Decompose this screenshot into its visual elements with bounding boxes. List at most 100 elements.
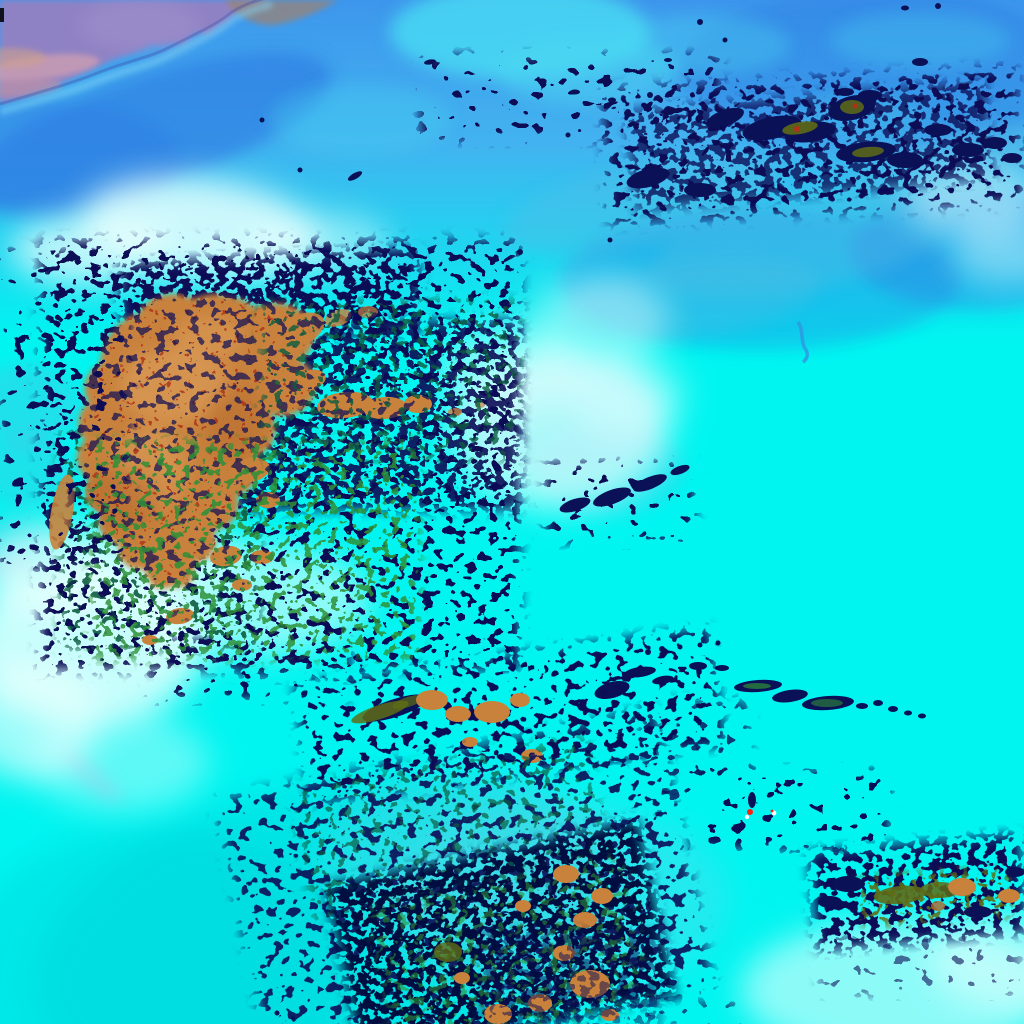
orange-patch <box>454 972 470 984</box>
white-patch <box>30 712 210 812</box>
band-navy-blobs <box>818 867 1024 918</box>
speck <box>570 89 580 95</box>
navy-dash <box>904 710 912 716</box>
speck <box>722 37 728 43</box>
speck <box>274 1010 280 1016</box>
orange-patch <box>553 865 579 883</box>
navy-dash <box>856 703 868 709</box>
corner-black-tick <box>0 8 4 22</box>
mauve-wedge <box>0 0 268 104</box>
navy-dash <box>633 474 667 492</box>
navy-blob <box>952 143 984 157</box>
grey-tan-wedge <box>225 0 338 26</box>
salmon-streak <box>0 48 46 68</box>
red-dot-pair <box>744 792 777 820</box>
olive-cores <box>782 100 884 158</box>
navy-dash <box>559 497 591 513</box>
orange-patch <box>573 912 597 928</box>
speck <box>625 109 631 115</box>
scatter-rect <box>0 250 130 570</box>
speck <box>517 249 523 255</box>
red-speck <box>852 103 858 109</box>
orange-patch <box>474 701 510 723</box>
single-specks <box>259 3 941 1020</box>
navy-blob <box>836 88 854 96</box>
orange-patch <box>515 900 531 912</box>
boundary-dark-edge <box>0 0 264 106</box>
speck <box>259 117 265 123</box>
navy-blob <box>858 90 882 100</box>
red-dot <box>747 809 753 815</box>
navy-dash <box>593 487 631 507</box>
bottom-edge-specks <box>560 1000 740 1024</box>
speckle-band-southeast <box>808 832 1024 995</box>
green-tint-dash <box>743 683 771 689</box>
speck <box>901 5 909 11</box>
speck <box>347 171 363 181</box>
speck <box>565 132 571 138</box>
speck <box>647 92 653 98</box>
speck <box>607 237 613 243</box>
speckle-chain-center-south <box>545 462 926 719</box>
navy-blob <box>818 896 842 908</box>
navy-dash-above-dot <box>748 792 756 808</box>
orange-patch <box>445 706 471 722</box>
orange-core <box>931 901 945 911</box>
red-speck <box>770 809 774 813</box>
speckle-field-south <box>214 626 750 1024</box>
green-tint-dash <box>811 699 843 707</box>
orange-core <box>948 878 976 896</box>
white-patch <box>565 355 685 435</box>
speck <box>697 19 703 25</box>
olive-core <box>840 100 864 114</box>
scatter-rect <box>420 55 720 140</box>
olive-clump <box>434 942 462 962</box>
scatter-rect <box>240 630 360 680</box>
navy-blob <box>912 58 928 66</box>
teal-speckle-spray <box>260 300 520 460</box>
speck <box>935 3 941 9</box>
orange-patch <box>510 693 530 707</box>
pink-streak <box>0 53 100 83</box>
blue-squiggle <box>796 320 809 364</box>
orange-patch <box>416 690 448 710</box>
speck <box>424 59 436 65</box>
navy-blob <box>964 906 992 918</box>
navy-blob <box>684 183 716 197</box>
green-speckle-fringe <box>90 440 420 660</box>
orange-terrain-west <box>40 240 520 670</box>
orange-core <box>998 889 1020 903</box>
navy-dot <box>715 640 721 646</box>
olive-core <box>782 121 818 135</box>
navy-dash <box>670 464 690 476</box>
olive-streak <box>392 695 424 709</box>
speck <box>608 97 616 103</box>
speck <box>664 58 672 62</box>
speck <box>291 1016 295 1020</box>
olive-core <box>852 146 884 158</box>
orange-patch <box>462 737 478 747</box>
navy-blob <box>1002 153 1022 163</box>
field-spill <box>640 700 750 810</box>
white-patch <box>530 275 670 365</box>
pink-streak <box>0 78 62 98</box>
olive-core <box>874 885 926 905</box>
light-cyan-blob <box>270 85 450 155</box>
navy-blob <box>626 167 670 189</box>
navy-blob <box>1005 867 1024 877</box>
red-speck <box>794 126 800 132</box>
white-dot <box>744 814 750 820</box>
navy-blob <box>924 124 952 136</box>
navy-dash <box>715 665 729 671</box>
light-cyan-blob <box>830 12 1010 68</box>
navy-blob <box>887 152 923 168</box>
white-patch <box>953 225 1024 285</box>
terrain-mauve-corner <box>0 0 338 116</box>
boundary-glow <box>0 0 273 116</box>
band-sparse-below <box>820 935 1020 995</box>
navy-blob <box>983 137 1007 149</box>
speck <box>297 167 303 173</box>
mauve-light-patch <box>80 0 200 50</box>
navy-dash <box>918 713 926 719</box>
